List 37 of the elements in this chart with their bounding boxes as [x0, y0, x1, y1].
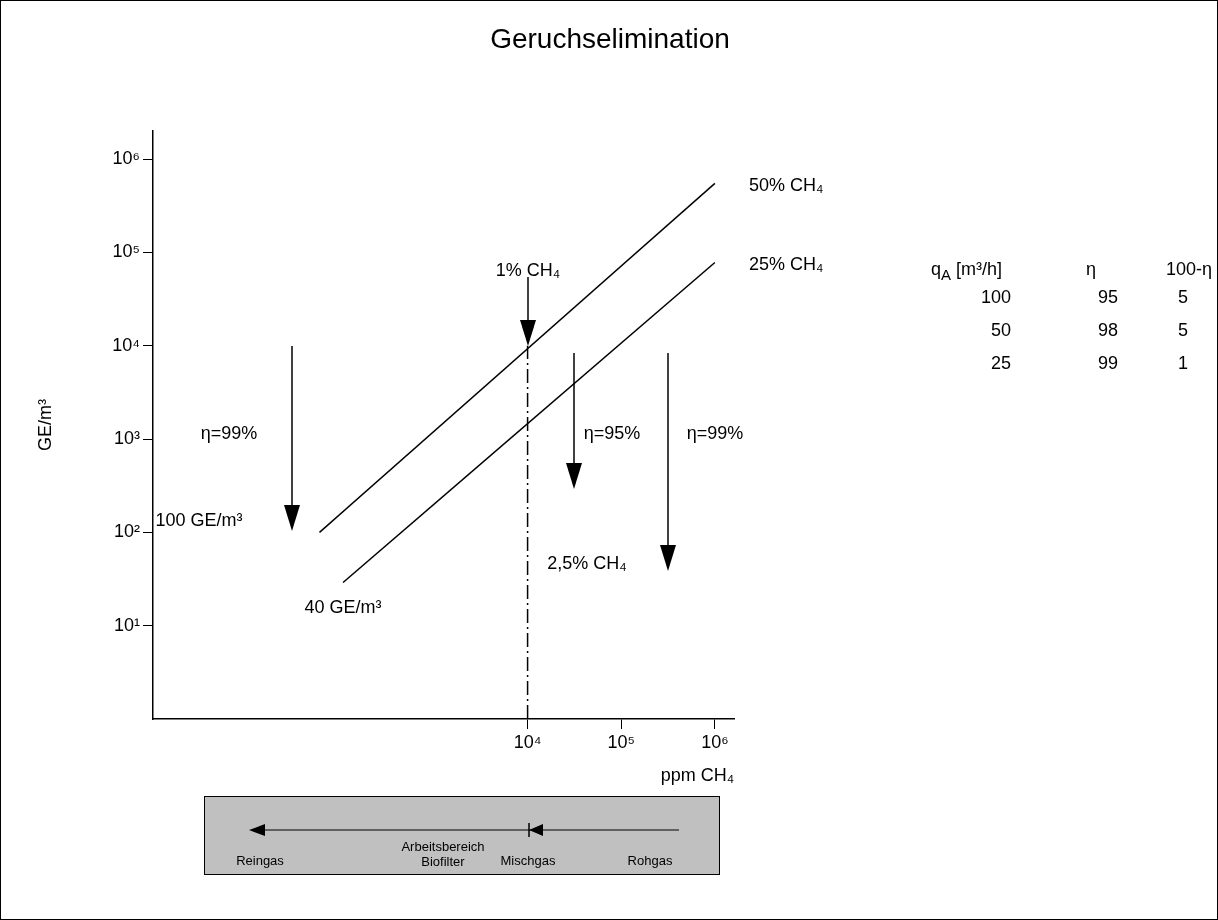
y-tick-label: 10¹ — [113, 614, 141, 635]
y-tick-label: 10⁶ — [112, 148, 140, 169]
y-tick-label: 10⁵ — [112, 241, 140, 262]
y-axis-title: GE/m³ — [34, 399, 55, 451]
annotation: 100 GE/m³ — [155, 509, 243, 530]
x-tick-label: 10⁵ — [607, 731, 635, 752]
annotation: η=95% — [583, 422, 641, 443]
annotation: η=99% — [200, 422, 258, 443]
text: Arbeitsbereich Biofilter — [400, 839, 486, 869]
text: 1 — [1178, 353, 1189, 374]
y-tick-label: 10³ — [113, 428, 141, 449]
annotation: 40 GE/m³ — [304, 596, 382, 617]
y-tick-label: 10² — [113, 521, 141, 542]
text: 100-η — [1166, 259, 1213, 280]
text: Mischgas — [499, 853, 557, 868]
annotation: 1% CH₄ — [495, 259, 561, 280]
text: 99 — [1098, 353, 1120, 374]
x-axis-title: ppm CH₄ — [660, 765, 734, 786]
annotation: 2,5% CH₄ — [547, 552, 627, 573]
text: Rohgas — [626, 853, 674, 868]
series-label: 25% CH₄ — [748, 254, 824, 275]
text: 100 — [979, 287, 1011, 308]
text: Reingas — [235, 853, 285, 868]
x-tick-label: 10⁴ — [513, 731, 542, 752]
text: η — [1086, 259, 1097, 280]
text: 5 — [1178, 320, 1189, 341]
text: 5 — [1178, 287, 1189, 308]
x-tick-label: 10⁶ — [701, 731, 729, 752]
text: 95 — [1098, 287, 1120, 308]
y-tick-label: 10⁴ — [112, 334, 140, 355]
series-label: 50% CH₄ — [748, 175, 824, 196]
annotation: η=99% — [686, 422, 744, 443]
text: 98 — [1098, 320, 1120, 341]
text: 25 — [989, 353, 1011, 374]
text: 50 — [989, 320, 1011, 341]
chart-title: Geruchselimination — [489, 23, 731, 55]
text: q$_{A}$ [m³/h] — [931, 259, 1003, 283]
